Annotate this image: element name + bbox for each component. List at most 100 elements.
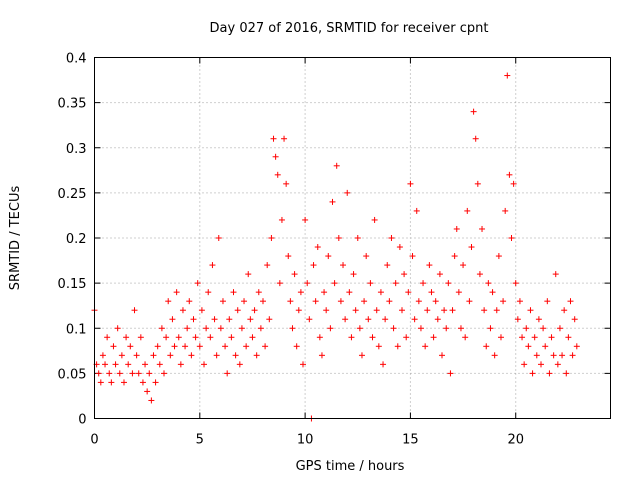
data-point (161, 370, 168, 377)
data-point (255, 289, 262, 296)
data-point (358, 352, 365, 359)
data-point (344, 189, 351, 196)
data-point (266, 316, 273, 323)
data-point (354, 235, 361, 241)
data-point (571, 316, 578, 323)
data-point (135, 370, 142, 377)
y-tick-label: 0.15 (58, 277, 87, 292)
data-point (348, 334, 355, 341)
data-point (142, 361, 149, 368)
data-point (552, 271, 559, 278)
data-point (137, 334, 144, 341)
data-point (297, 289, 304, 296)
data-point (192, 334, 199, 341)
data-point (184, 325, 191, 332)
data-point (278, 216, 285, 223)
data-point (375, 343, 382, 350)
data-point (466, 298, 473, 305)
data-point (550, 352, 557, 359)
data-point (270, 135, 277, 142)
data-point (165, 298, 172, 305)
grid-lines (94, 57, 611, 419)
y-tick-label: 0.05 (58, 367, 87, 382)
data-point (167, 352, 174, 359)
data-point (432, 298, 439, 305)
data-point (112, 361, 119, 368)
data-point (377, 289, 384, 296)
data-point (217, 325, 224, 332)
y-tick-labels: 0 0.05 0.1 0.15 0.2 0.25 0.3 0.35 0.4 (58, 52, 87, 428)
data-point (106, 370, 113, 377)
data-point (316, 334, 323, 341)
data-point (436, 271, 443, 278)
data-point (148, 397, 155, 404)
data-point (548, 334, 555, 341)
x-tick-label: 20 (507, 433, 524, 448)
data-point (533, 352, 540, 359)
data-point (154, 343, 161, 350)
data-point (127, 343, 134, 350)
data-point (205, 289, 212, 296)
data-point (150, 352, 157, 359)
data-point (304, 280, 311, 287)
data-point (479, 225, 486, 232)
data-point (542, 343, 549, 350)
data-point (211, 316, 218, 323)
data-point (396, 244, 403, 251)
y-tick-label: 0 (78, 413, 86, 428)
data-point (281, 135, 288, 142)
data-point (173, 289, 180, 296)
data-point (392, 280, 399, 287)
data-point (455, 289, 462, 296)
data-point (129, 370, 136, 377)
data-point (350, 271, 357, 278)
data-point (443, 325, 450, 332)
data-point (369, 334, 376, 341)
data-point (563, 370, 570, 377)
data-point (236, 361, 243, 368)
data-point (99, 352, 106, 359)
data-point (302, 216, 309, 223)
data-point (535, 316, 542, 323)
data-point (495, 253, 502, 260)
data-point (120, 379, 127, 386)
data-point (333, 162, 340, 169)
data-point (415, 298, 422, 305)
data-point (439, 352, 446, 359)
data-point (356, 325, 363, 332)
data-point (274, 171, 281, 178)
data-point (295, 307, 302, 314)
data-point (434, 316, 441, 323)
y-tick-label: 0.1 (66, 322, 87, 337)
data-point (500, 298, 507, 305)
data-point (300, 361, 307, 368)
data-point (506, 171, 513, 178)
data-point (175, 334, 182, 341)
data-point (331, 280, 338, 287)
data-point (561, 307, 568, 314)
data-point (556, 325, 563, 332)
data-point (489, 289, 496, 296)
data-point (441, 307, 448, 314)
data-point (123, 334, 130, 341)
data-point (259, 298, 266, 305)
data-point (224, 370, 231, 377)
data-point (253, 352, 260, 359)
data-point (483, 343, 490, 350)
data-point (144, 388, 151, 395)
y-tick-label: 0.3 (66, 142, 87, 157)
data-point (394, 343, 401, 350)
data-point (203, 325, 210, 332)
data-point (245, 271, 252, 278)
data-point (464, 207, 471, 214)
data-point (323, 307, 330, 314)
data-point (411, 316, 418, 323)
data-point (485, 280, 492, 287)
data-point (104, 334, 111, 341)
data-point (457, 325, 464, 332)
data-point (152, 379, 159, 386)
data-point (373, 307, 380, 314)
data-point (283, 180, 290, 187)
data-point (97, 379, 104, 386)
y-tick-label: 0.4 (66, 52, 87, 67)
